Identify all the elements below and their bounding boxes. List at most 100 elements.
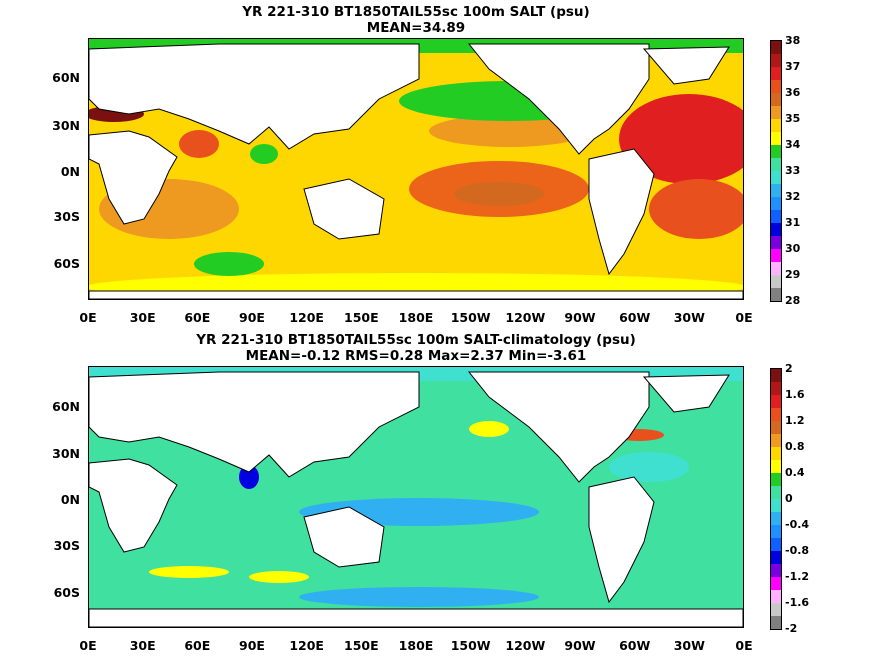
colorbar-tick-label: 37 xyxy=(785,60,801,73)
atlantic-negative xyxy=(609,452,689,482)
southern-positive-b xyxy=(249,571,309,583)
colorbar-swatch xyxy=(771,119,781,132)
bottom-lat-30n: 30N xyxy=(52,446,80,461)
colorbar-swatch xyxy=(771,551,781,564)
colorbar-swatch xyxy=(771,288,781,301)
top-salinity-map xyxy=(88,38,744,300)
lon-label: 30W xyxy=(673,638,705,653)
north-pacific-high xyxy=(429,115,589,147)
colorbar-swatch xyxy=(771,41,781,54)
lon-label: 120E xyxy=(289,310,324,325)
australia-land xyxy=(303,506,385,568)
bottom-panel-stats: MEAN=-0.12 RMS=0.28 Max=2.37 Min=-3.61 xyxy=(245,348,587,364)
colorbar-swatch xyxy=(771,249,781,262)
colorbar-tick-label: 30 xyxy=(785,242,801,255)
colorbar-tick-label: -0.8 xyxy=(785,544,810,557)
antarctica-land xyxy=(89,608,743,627)
south-america-land xyxy=(588,476,655,604)
lon-label: 0E xyxy=(735,638,753,653)
colorbar-tick-label: -2 xyxy=(785,622,798,635)
colorbar-tick-label: 1.6 xyxy=(785,388,805,401)
bottom-lat-60n: 60N xyxy=(52,399,80,414)
lon-label: 150E xyxy=(344,638,379,653)
top-lat-30s: 30S xyxy=(53,209,80,224)
lon-label: 30E xyxy=(129,638,156,653)
colorbar-swatch xyxy=(771,499,781,512)
lon-label: 0E xyxy=(79,638,97,653)
colorbar-swatch xyxy=(771,616,781,629)
south-america-land xyxy=(588,148,655,276)
southern-negative xyxy=(299,587,539,607)
lon-label: 90E xyxy=(239,310,265,325)
colorbar-swatch xyxy=(771,262,781,275)
colorbar-tick-label: 36 xyxy=(785,86,801,99)
colorbar-swatch xyxy=(771,590,781,603)
lon-label: 60W xyxy=(619,310,651,325)
colorbar-tick-label: -1.6 xyxy=(785,596,810,609)
colorbar-tick-label: 28 xyxy=(785,294,801,307)
colorbar-swatch xyxy=(771,447,781,460)
land xyxy=(89,371,743,627)
colorbar-swatch xyxy=(771,512,781,525)
colorbar-swatch xyxy=(771,132,781,145)
colorbar-tick-label: 33 xyxy=(785,164,801,177)
lon-label: 60W xyxy=(619,638,651,653)
colorbar-swatch xyxy=(771,145,781,158)
colorbar-swatch xyxy=(771,538,781,551)
colorbar-tick-label: 0 xyxy=(785,492,793,505)
colorbar-swatch xyxy=(771,369,781,382)
colorbar-swatch xyxy=(771,603,781,616)
subtropical-pacific-core xyxy=(454,182,544,206)
greenland-land xyxy=(642,374,730,413)
lon-label: 180E xyxy=(398,638,434,653)
colorbar-swatch xyxy=(771,460,781,473)
lon-label: 120E xyxy=(289,638,324,653)
colorbar-swatch xyxy=(771,236,781,249)
lon-label: 30W xyxy=(673,310,705,325)
colorbar-tick-label: 35 xyxy=(785,112,801,125)
lon-label: 0E xyxy=(79,310,97,325)
colorbar-swatch xyxy=(771,80,781,93)
colorbar-tick-label: 32 xyxy=(785,190,801,203)
colorbar-swatch xyxy=(771,473,781,486)
lon-label: 150E xyxy=(344,310,379,325)
lon-label: 60E xyxy=(184,310,211,325)
colorbar-swatch xyxy=(771,171,781,184)
colorbar-swatch xyxy=(771,577,781,590)
colorbar-tick-label: 31 xyxy=(785,216,801,229)
top-lat-30n: 30N xyxy=(52,118,80,133)
colorbar-swatch xyxy=(771,197,781,210)
colorbar-swatch xyxy=(771,223,781,236)
lon-label: 120W xyxy=(505,310,546,325)
bottom-lat-60s: 60S xyxy=(53,585,80,600)
lon-label: 90W xyxy=(564,310,596,325)
colorbar-swatch xyxy=(771,382,781,395)
colorbar-swatch xyxy=(771,395,781,408)
colorbar-tick-label: 2 xyxy=(785,362,793,375)
lon-label: 90W xyxy=(564,638,596,653)
colorbar-swatch xyxy=(771,106,781,119)
southern-positive-a xyxy=(149,566,229,578)
top-panel-title: YR 221-310 BT1850TAIL55sc 100m SALT (psu… xyxy=(242,4,590,20)
top-lat-0n: 0N xyxy=(60,164,80,179)
colorbar-swatch xyxy=(771,434,781,447)
colorbar-tick-label: 0.8 xyxy=(785,440,805,453)
colorbar-tick-label: 34 xyxy=(785,138,801,151)
bottom-lat-0n: 0N xyxy=(60,492,80,507)
colorbar-swatch xyxy=(771,210,781,223)
colorbar-tick-label: 29 xyxy=(785,268,801,281)
africa-land xyxy=(89,458,178,553)
land xyxy=(89,43,743,299)
colorbar-swatch xyxy=(771,158,781,171)
arabian-sea-high xyxy=(179,130,219,158)
lon-label: 150W xyxy=(450,310,491,325)
north-america-land xyxy=(467,43,650,155)
colorbar-swatch xyxy=(771,408,781,421)
bottom-colorbar xyxy=(770,368,782,630)
south-atlantic-high xyxy=(649,179,743,239)
colorbar-tick-label: 38 xyxy=(785,34,801,47)
antarctica-land xyxy=(89,290,743,299)
australia-land xyxy=(303,178,385,240)
colorbar-tick-label: -1.2 xyxy=(785,570,810,583)
colorbar-tick-label: -0.4 xyxy=(785,518,810,531)
